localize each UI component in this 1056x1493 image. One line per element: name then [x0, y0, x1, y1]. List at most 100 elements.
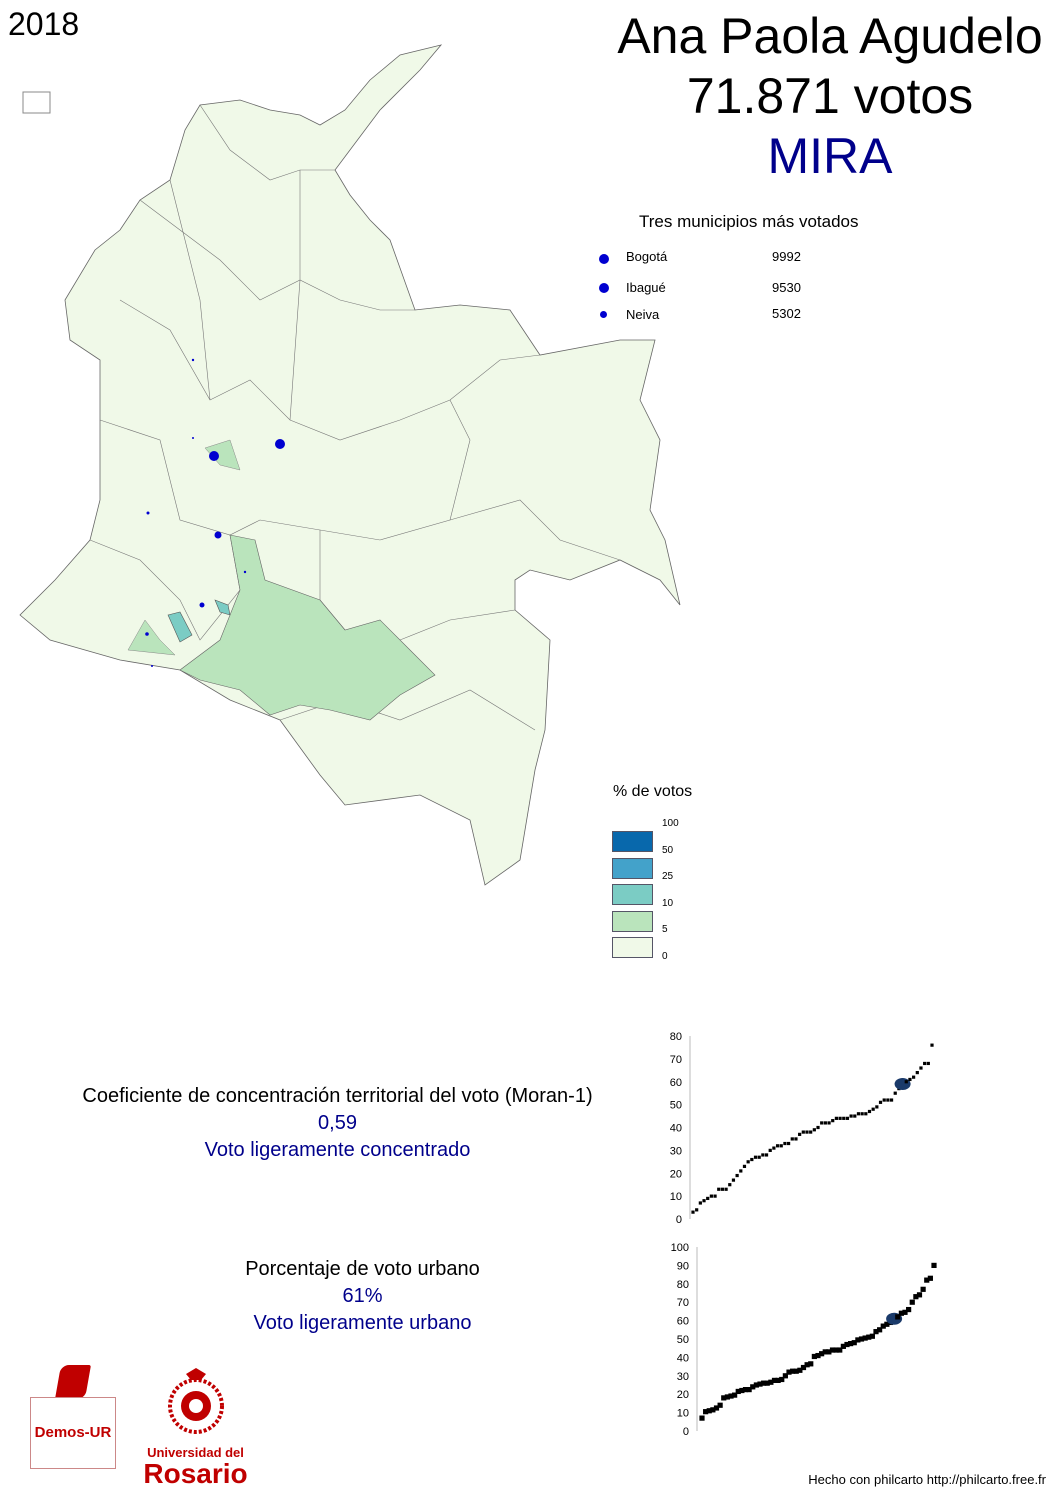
- municipality-votes: 9530: [772, 280, 801, 295]
- data-point: [822, 1349, 828, 1355]
- data-point: [913, 1294, 919, 1300]
- demos-ur-logo: Demos-UR: [30, 1365, 116, 1469]
- data-point: [717, 1187, 721, 1191]
- data-point: [838, 1116, 842, 1120]
- data-point: [735, 1388, 741, 1395]
- data-point: [764, 1153, 769, 1157]
- data-point: [826, 1349, 832, 1355]
- data-point: [779, 1376, 785, 1383]
- dot-marker: [599, 283, 609, 293]
- dot: [192, 437, 194, 439]
- data-point: [898, 1310, 904, 1316]
- header: Ana Paola Agudelo 71.871 votos MIRA: [600, 6, 1056, 186]
- data-point: [842, 1116, 846, 1120]
- data-point: [927, 1275, 933, 1281]
- data-point: [875, 1105, 879, 1109]
- data-point: [902, 1309, 908, 1315]
- data-point: [713, 1405, 720, 1411]
- y-tick-label: 80: [677, 1279, 689, 1291]
- y-tick-label: 60: [677, 1316, 689, 1328]
- y-tick-label: 50: [670, 1100, 682, 1112]
- data-point: [873, 1329, 879, 1335]
- data-point: [717, 1402, 723, 1408]
- data-point: [750, 1384, 756, 1390]
- data-point: [783, 1141, 787, 1146]
- region-10-25-percent: [214, 599, 231, 616]
- dot-bogota: [209, 451, 219, 461]
- data-point: [724, 1187, 728, 1191]
- data-point: [691, 1210, 695, 1214]
- y-tick-label: 10: [677, 1408, 689, 1420]
- data-point: [897, 1087, 901, 1091]
- legend-break-label: 25: [662, 871, 674, 882]
- data-point: [798, 1132, 802, 1136]
- dot: [145, 632, 149, 636]
- data-point: [808, 1361, 814, 1367]
- data-point: [895, 1314, 901, 1320]
- data-point: [866, 1334, 872, 1340]
- data-point: [739, 1169, 743, 1173]
- data-point: [775, 1377, 781, 1383]
- data-point: [860, 1112, 864, 1116]
- data-point: [739, 1387, 745, 1394]
- data-point: [924, 1277, 930, 1283]
- data-point: [699, 1415, 705, 1421]
- legend-break-label: 10: [662, 897, 674, 909]
- legend-title: % de votos: [613, 783, 693, 800]
- dot-neiva: [214, 531, 222, 539]
- data-point: [786, 1369, 792, 1375]
- data-point: [764, 1380, 770, 1386]
- dot-marker: [599, 254, 609, 264]
- legend-swatch: [612, 937, 653, 958]
- data-point: [698, 1201, 702, 1205]
- islands-inset: [22, 91, 51, 114]
- data-point: [904, 1080, 908, 1084]
- data-point: [848, 1341, 854, 1347]
- municipality-votes: 5302: [772, 306, 801, 321]
- data-point: [856, 1112, 861, 1116]
- data-point: [790, 1368, 796, 1374]
- y-tick-label: 20: [670, 1168, 682, 1180]
- municipality-votes: 9992: [772, 249, 801, 264]
- y-tick-label: 50: [677, 1334, 689, 1346]
- urban-interpretation: Voto ligeramente urbano: [253, 1312, 472, 1334]
- data-point: [775, 1144, 780, 1148]
- dot-marker: [600, 311, 607, 318]
- data-point: [919, 1066, 923, 1070]
- legend-break-label: 0: [662, 950, 668, 962]
- y-tick-label: 0: [683, 1426, 689, 1438]
- legend-swatch: [612, 831, 653, 852]
- y-tick-label: 30: [677, 1371, 689, 1383]
- footer-credit: Hecho con philcarto http://philcarto.fre…: [808, 1472, 1046, 1487]
- data-point: [703, 1409, 709, 1415]
- data-point: [886, 1098, 890, 1102]
- data-point: [900, 1082, 905, 1086]
- candidate-name: Ana Paola Agudelo: [617, 8, 1043, 64]
- data-point: [800, 1364, 807, 1371]
- data-point: [864, 1112, 868, 1116]
- data-point: [869, 1333, 875, 1339]
- data-point: [882, 1098, 886, 1102]
- department-borders: [89, 104, 621, 731]
- moran-value: 0,59: [318, 1112, 357, 1134]
- country-outline: [19, 44, 681, 886]
- top-municipalities-title: Tres municipios más votados: [639, 212, 859, 231]
- data-point: [931, 1262, 937, 1268]
- data-point: [809, 1130, 813, 1134]
- data-point: [710, 1407, 716, 1413]
- data-point: [833, 1347, 839, 1353]
- y-tick-label: 0: [676, 1214, 682, 1226]
- data-point: [891, 1316, 897, 1322]
- data-point: [801, 1130, 805, 1134]
- municipality-name: Ibagué: [626, 280, 666, 295]
- data-point: [709, 1194, 713, 1198]
- data-point: [819, 1351, 825, 1357]
- region-5-10-percent: [179, 534, 436, 721]
- universidad-rosario-logo: Universidad del Rosario: [138, 1368, 253, 1488]
- legend-swatch: [612, 910, 653, 932]
- data-point: [742, 1387, 749, 1393]
- data-point: [787, 1141, 791, 1146]
- data-point: [732, 1392, 738, 1398]
- dot: [146, 511, 150, 515]
- data-point: [757, 1155, 761, 1159]
